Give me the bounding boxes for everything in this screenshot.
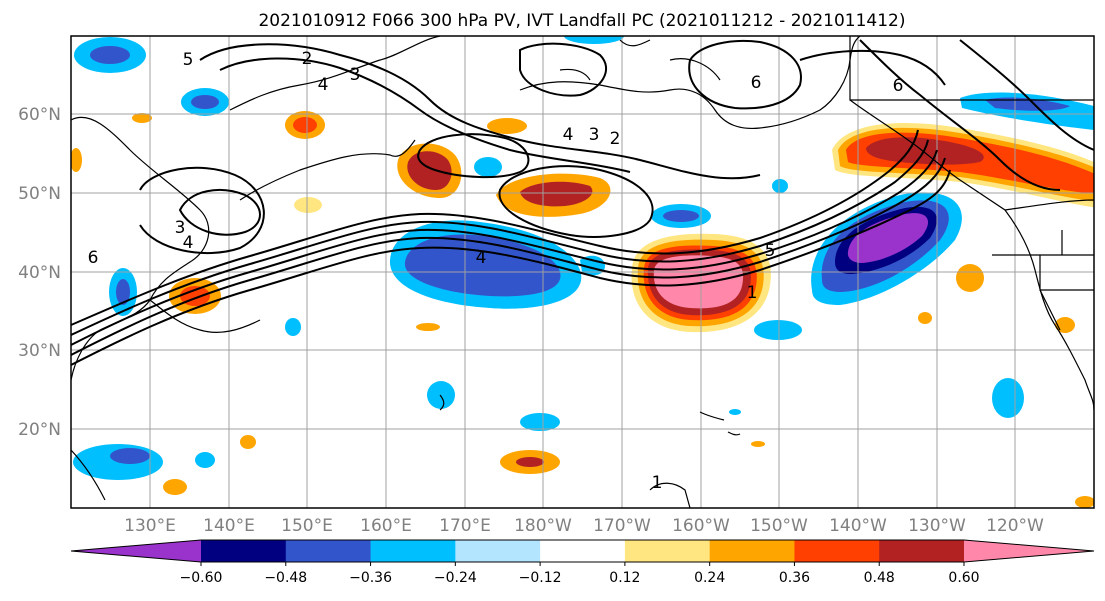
longitude-axis: 130°E 140°E 150°E 160°E 170°E 180°W 170°…: [124, 516, 1044, 536]
lat-tick-label: 40°N: [18, 263, 61, 283]
contour-label: 3: [175, 218, 186, 238]
colorbar-tick-label: −0.36: [349, 570, 392, 586]
ivt-positive-region: [240, 435, 256, 449]
ivt-positive-region: [1075, 496, 1094, 508]
lat-tick-label: 50°N: [18, 184, 61, 204]
contour-labels: 2 3 4 6 6 3 2 4 4 3 4 6 5 1 5 1: [88, 49, 904, 493]
lon-tick-label: 180°W: [514, 516, 572, 536]
contour-label: 1: [652, 473, 663, 493]
ivt-negative-region: [90, 46, 130, 64]
ivt-positive-region: [294, 197, 322, 213]
ivt-negative-region: [427, 381, 455, 409]
contour-label: 4: [476, 248, 487, 268]
lon-tick-label: 170°W: [593, 516, 651, 536]
gridlines: [71, 36, 1094, 508]
latitude-axis: 60°N 50°N 40°N 30°N 20°N: [18, 105, 61, 440]
colorbar-extension-low: [71, 540, 201, 562]
contour-label: 2: [610, 129, 621, 149]
pv-contours: [71, 39, 1094, 366]
map-title: 2021010912 F066 300 hPa PV, IVT Landfall…: [258, 11, 905, 31]
contour-label: 2: [302, 49, 313, 69]
contour-label: 1: [747, 283, 758, 303]
lon-tick-label: 160°E: [360, 516, 412, 536]
ivt-negative-region: [772, 179, 788, 193]
ivt-negative-region: [663, 210, 699, 222]
colorbar-extension-high: [964, 540, 1094, 562]
ivt-negative-region: [520, 413, 560, 431]
contour-label: 6: [88, 248, 99, 268]
contour-label: 4: [318, 75, 329, 95]
ivt-positive-region: [653, 255, 744, 309]
ivt-positive-region: [487, 118, 527, 134]
ivt-negative-region: [985, 97, 1070, 111]
colorbar-tick-label: −0.12: [519, 570, 562, 586]
ivt-negative-region: [110, 448, 150, 464]
colorbar-tick-label: 0.24: [694, 570, 725, 586]
colorbar-segment: [285, 540, 372, 562]
ivt-negative-region: [754, 320, 802, 340]
ivt-negative-region: [564, 36, 624, 44]
colorbar-tick-label: −0.60: [180, 570, 223, 586]
contour-label: 4: [563, 125, 574, 145]
lon-tick-label: 150°W: [750, 516, 808, 536]
colorbar-tick-label: −0.48: [264, 570, 307, 586]
map-frame: [70, 35, 1095, 509]
colorbar-segment: [201, 540, 287, 562]
ivt-positive-region: [520, 181, 593, 207]
colorbar-segment: [879, 540, 965, 562]
colorbar: −0.60 −0.48 −0.36 −0.24 −0.12 0.12 0.24 0.36 0.4…: [70, 539, 1095, 586]
contour-label: 5: [765, 241, 776, 261]
ivt-negative-region: [847, 213, 929, 263]
contour-label: 6: [751, 73, 762, 93]
colorbar-tick-label: −0.24: [434, 570, 477, 586]
ivt-positive-region: [416, 323, 440, 331]
ivt-positive-region: [956, 264, 984, 292]
contour-label: 4: [183, 233, 194, 253]
ivt-negative-region: [116, 279, 130, 305]
contour-label: 5: [183, 50, 194, 70]
colorbar-tick-label: 0.12: [609, 570, 640, 586]
colorbar-tick-label: 0.60: [948, 570, 979, 586]
lon-tick-label: 160°W: [672, 516, 730, 536]
map-panel: 2 3 4 6 6 3 2 4 4 3 4 6 5 1 5 1: [70, 35, 1095, 509]
coastlines: [71, 36, 1094, 508]
colorbar-tick-label: 0.36: [779, 570, 810, 586]
lon-tick-label: 140°E: [203, 516, 255, 536]
lat-tick-label: 60°N: [18, 105, 61, 125]
contour-label: 6: [893, 76, 904, 96]
ivt-negative-region: [195, 452, 215, 468]
lon-tick-label: 130°E: [124, 516, 176, 536]
colorbar-segment: [455, 540, 541, 562]
ivt-negative-region: [474, 157, 502, 177]
ivt-positive-region: [293, 117, 317, 133]
ivt-positive-region: [516, 457, 544, 467]
ivt-positive-region: [751, 441, 765, 447]
ivt-positive-region: [407, 151, 452, 190]
ivt-positive-region: [918, 312, 932, 324]
colorbar-segment: [370, 540, 456, 562]
lat-tick-label: 20°N: [18, 420, 61, 440]
contour-label: 3: [589, 125, 600, 145]
ivt-negative-region: [992, 378, 1024, 418]
colorbar-segment: [540, 540, 626, 562]
lon-tick-label: 150°E: [281, 516, 333, 536]
lat-tick-label: 30°N: [18, 341, 61, 361]
ivt-positive-region: [132, 113, 152, 123]
lon-tick-label: 120°W: [986, 516, 1044, 536]
colorbar-segment: [794, 540, 880, 562]
ivt-positive-region: [71, 148, 82, 172]
contour-label: 3: [350, 65, 361, 85]
colorbar-segment: [624, 540, 711, 562]
lon-tick-label: 170°E: [439, 516, 491, 536]
lon-tick-label: 140°W: [829, 516, 887, 536]
lon-tick-label: 130°W: [908, 516, 966, 536]
colorbar-tick-label: 0.48: [864, 570, 895, 586]
ivt-negative-region: [191, 95, 219, 109]
ivt-negative-region: [729, 409, 741, 415]
ivt-negative-region: [285, 318, 301, 336]
ivt-positive-region: [163, 479, 187, 495]
colorbar-segment: [709, 540, 795, 562]
